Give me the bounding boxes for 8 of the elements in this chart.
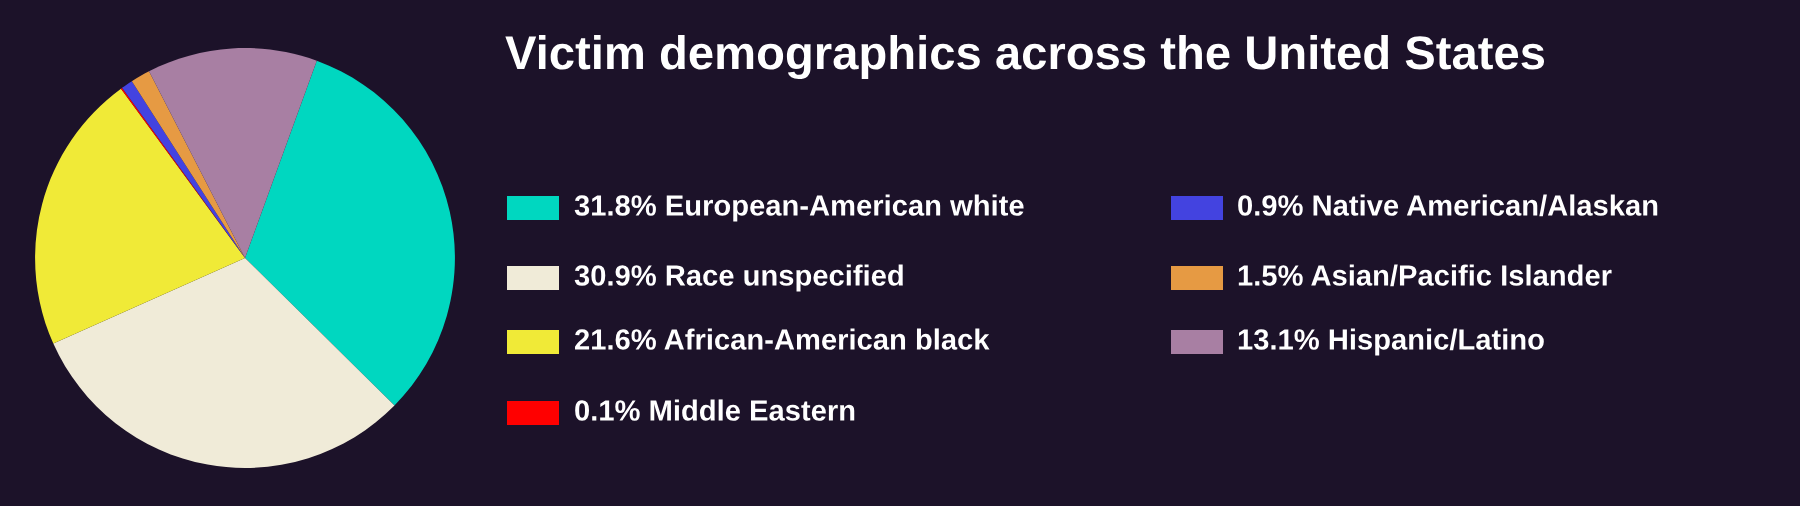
legend-label: 0.9% Native American/Alaskan (1238, 194, 1658, 217)
legend-label: 30.9% Race unspecified (574, 264, 903, 292)
chart-title: Victim demographics across the United States (505, 34, 1545, 80)
legend-label: 1.5% Asian/Pacific Islander (1238, 264, 1612, 287)
legend-label: 31.8% European-American white (574, 194, 1024, 222)
legend-label: 0.1% Middle Eastern (575, 399, 855, 421)
legend-label: 13.1% Hispanic/Latino (1238, 328, 1544, 356)
legend-label: 21.6% African-American black (575, 328, 990, 350)
